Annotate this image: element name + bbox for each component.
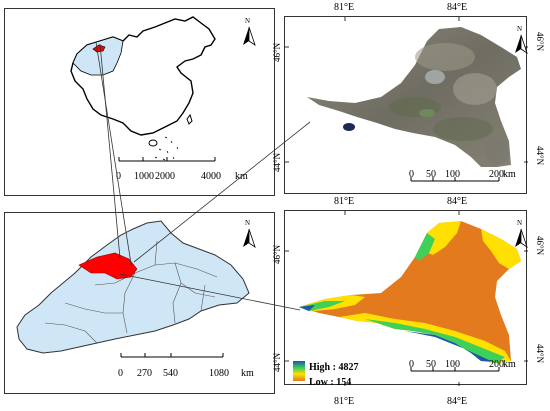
elevation-legend-ramp (293, 361, 305, 381)
scale-tick-0: 0 (118, 368, 123, 379)
sat-lon-label-81: 81°E (334, 2, 355, 13)
scale-unit: km (241, 368, 254, 379)
sat-lat-label-46-right: 46°N (535, 32, 545, 52)
china-overview-map: N 0 1000 2000 4000 km (4, 8, 275, 196)
scale-tick-1: 270 (137, 368, 152, 379)
north-arrow-icon (243, 26, 256, 46)
scale-bar (410, 177, 500, 182)
dem-canvas: N High : 4827 Low : 154 0 50 100 200 km (285, 211, 528, 388)
hainan-island (148, 139, 158, 147)
sat-lat-label-44-right: 44°N (535, 146, 545, 166)
scale-unit: km (503, 359, 516, 370)
scale-tick-3: 200 (489, 359, 504, 370)
north-arrow-icon (515, 228, 528, 248)
scale-unit: km (503, 169, 516, 180)
scale-tick-2: 2000 (155, 171, 175, 182)
dem-study-area (299, 221, 521, 363)
north-label: N (245, 17, 250, 25)
scale-tick-1: 50 (426, 359, 436, 370)
satellite-texture (389, 43, 509, 165)
china-map-canvas: N 0 1000 2000 4000 km (70, 16, 256, 182)
scale-tick-0: 0 (409, 169, 414, 180)
north-label: N (517, 219, 522, 227)
dem-lat-label-46-left: 46°N (272, 244, 282, 264)
dem-lon-label-81-top: 81°E (334, 196, 355, 207)
china-outline (70, 16, 216, 136)
dem-lat-label-46-right: 46°N (535, 236, 545, 256)
north-arrow-icon (515, 34, 528, 54)
sat-lat-label-46-left: 46°N (272, 42, 282, 62)
scale-tick-3: 4000 (201, 171, 221, 182)
dem-lat-label-44-left: 44°N (272, 352, 282, 372)
satellite-image-map: N 0 50 100 200 km (284, 16, 528, 194)
satellite-canvas: N 0 50 100 200 km (285, 17, 528, 182)
dem-elevation-map: N High : 4827 Low : 154 0 50 100 200 km (284, 210, 528, 388)
sat-lon-label-84: 84°E (447, 2, 468, 13)
dem-lon-label-84-top: 84°E (447, 196, 468, 207)
scale-tick-1: 50 (426, 169, 436, 180)
dem-lon-label-81-bottom: 81°E (334, 396, 355, 407)
scale-bar (120, 353, 224, 358)
scale-tick-2: 100 (445, 169, 460, 180)
scale-tick-3: 1080 (209, 368, 229, 379)
scale-tick-0: 0 (116, 171, 121, 182)
xinjiang-map: N 0 270 540 1080 km (4, 212, 275, 394)
xinjiang-outline (16, 220, 250, 354)
north-label: N (517, 25, 522, 33)
scale-tick-1: 1000 (134, 171, 154, 182)
lake (343, 123, 355, 131)
xinjiang-map-canvas: N 0 270 540 1080 km (16, 219, 256, 379)
dem-elevation-bands (299, 221, 521, 363)
legend-low: Low : 154 (309, 377, 351, 386)
north-arrow-icon (243, 228, 256, 248)
north-label: N (245, 219, 250, 227)
scale-bar (410, 367, 500, 372)
dem-lat-label-44-right: 44°N (535, 344, 545, 364)
sat-lat-label-44-left: 44°N (272, 152, 282, 172)
south-china-sea-islands (154, 136, 179, 161)
scale-tick-3: 200 (489, 169, 504, 180)
scale-tick-0: 0 (409, 359, 414, 370)
legend-high: High : 4827 (309, 362, 358, 373)
scale-tick-2: 540 (163, 368, 178, 379)
scale-bar (118, 157, 216, 162)
dem-lon-label-84-bottom: 84°E (447, 396, 468, 407)
scale-unit: km (235, 171, 248, 182)
taiwan-island (186, 113, 193, 125)
scale-tick-2: 100 (445, 359, 460, 370)
